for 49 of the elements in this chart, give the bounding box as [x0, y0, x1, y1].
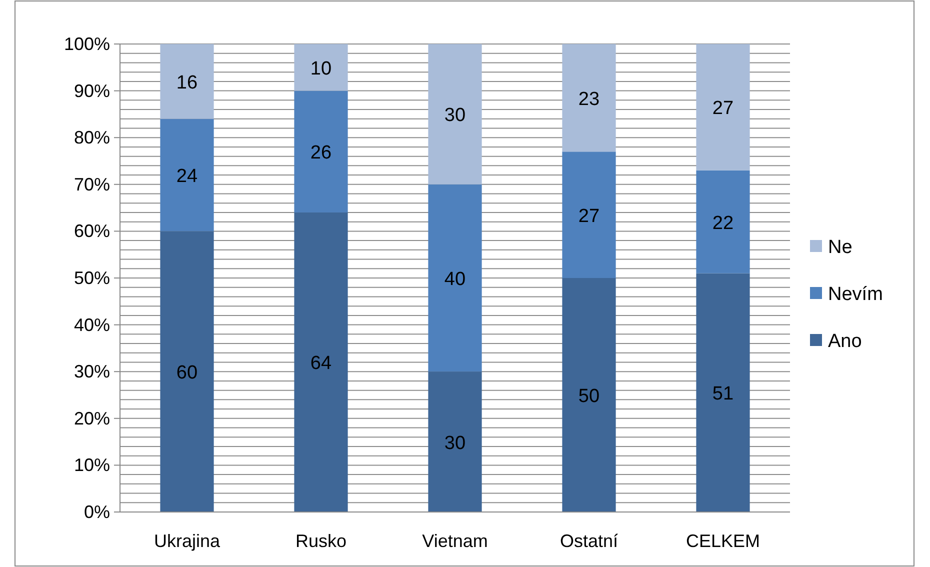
- data-label: 51: [712, 384, 734, 405]
- bar: [562, 278, 616, 512]
- x-tick-label: Ukrajina: [154, 531, 221, 551]
- bar: [428, 372, 482, 512]
- data-label: 24: [176, 166, 198, 188]
- data-label: 10: [310, 58, 332, 80]
- data-label: 23: [578, 88, 600, 110]
- y-tick-label: 50%: [74, 268, 110, 288]
- y-tick-label: 80%: [74, 128, 110, 148]
- data-label: 30: [444, 105, 466, 126]
- bar: [428, 184, 482, 372]
- bar: [160, 118, 214, 232]
- bar: [294, 44, 348, 91]
- bar: [294, 212, 348, 512]
- y-tick-label: 30%: [74, 362, 110, 382]
- data-label: 16: [176, 72, 198, 94]
- data-label: 30: [444, 432, 466, 454]
- y-tick-label: 70%: [74, 174, 110, 194]
- y-tick-label: 60%: [74, 221, 110, 242]
- data-label: 50: [578, 386, 600, 407]
- y-tick-label: 20%: [74, 408, 110, 428]
- x-tick-label: Rusko: [295, 531, 347, 551]
- x-tick-label: Vietnam: [422, 531, 488, 551]
- y-tick-label: 0%: [84, 502, 110, 522]
- x-tick-label: Ostatní: [560, 531, 618, 551]
- y-tick-label: 100%: [64, 34, 110, 54]
- data-label: 26: [310, 142, 332, 164]
- bar: [160, 231, 214, 512]
- y-tick-label: 90%: [74, 80, 110, 101]
- legend-label: Ne: [828, 237, 852, 258]
- y-tick-label: 40%: [74, 314, 110, 335]
- bar: [562, 44, 616, 152]
- x-tick-label: CELKEM: [686, 531, 760, 551]
- legend-label: Ano: [828, 331, 862, 352]
- bar: [696, 44, 750, 170]
- data-label: 40: [444, 269, 466, 290]
- bar: [428, 44, 482, 184]
- data-label: 60: [176, 362, 198, 384]
- data-label: 27: [578, 206, 600, 227]
- y-tick-label: 10%: [74, 455, 110, 476]
- legend-label: Nevím: [828, 284, 883, 305]
- bar: [294, 90, 348, 212]
- data-label: 64: [310, 353, 332, 374]
- data-label: 27: [712, 98, 734, 120]
- bar: [696, 273, 750, 512]
- bar: [562, 152, 616, 278]
- data-label: 22: [712, 212, 734, 234]
- bar: [160, 44, 214, 119]
- bar: [696, 170, 750, 274]
